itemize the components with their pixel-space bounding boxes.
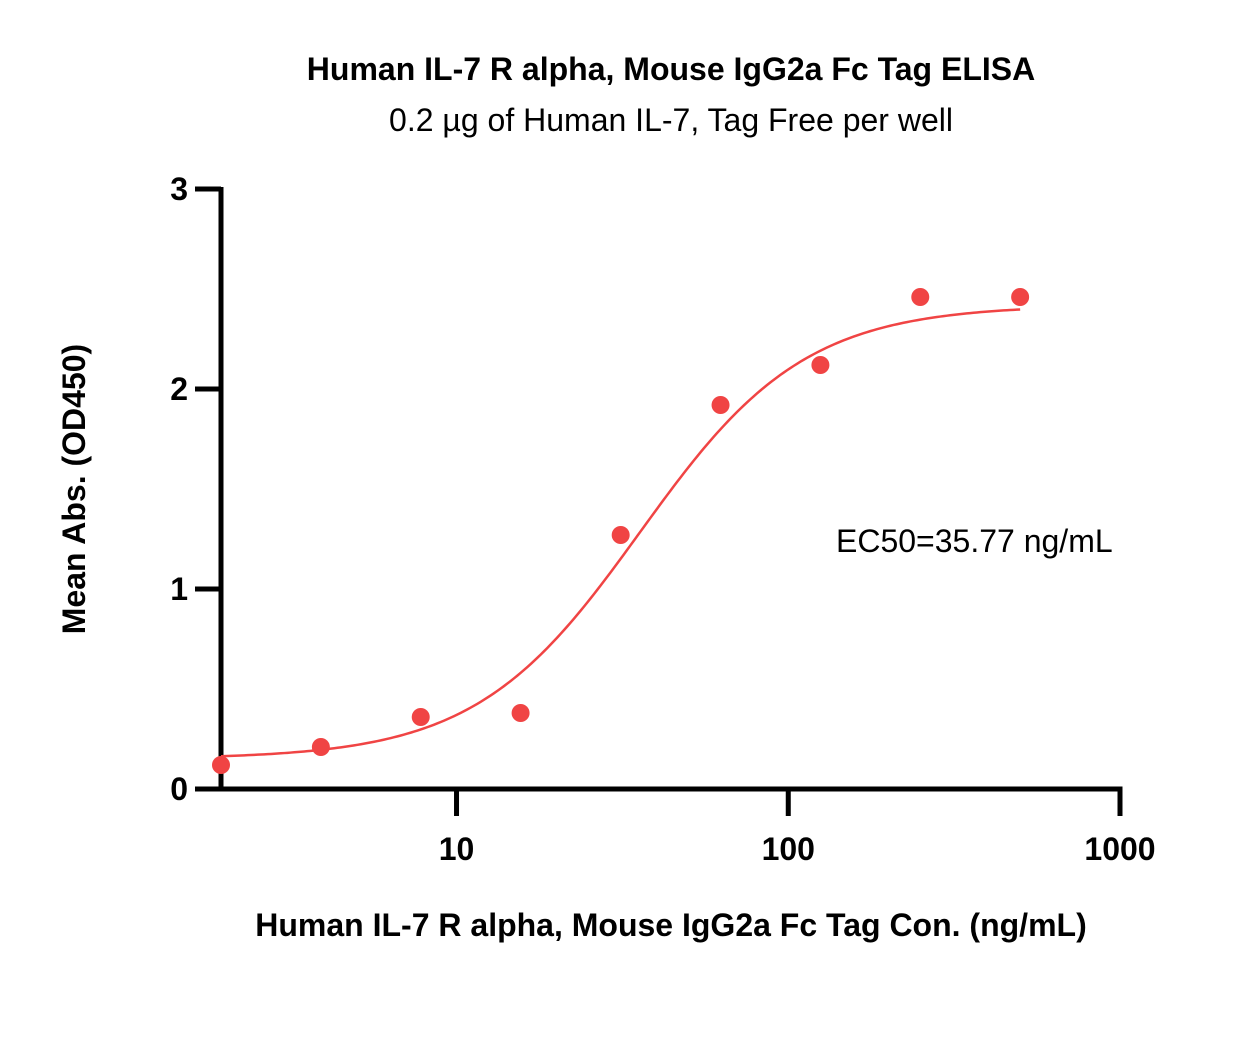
- axes: [196, 187, 1123, 792]
- fit-curve-layer: [220, 308, 1021, 758]
- x-tick-label: 100: [762, 831, 815, 867]
- data-point: [411, 708, 430, 726]
- data-point: [811, 356, 830, 374]
- data-point: [311, 738, 330, 756]
- y-tick-label: 0: [170, 771, 188, 807]
- data-point: [711, 396, 730, 414]
- chart-subtitle: 0.2 µg of Human IL-7, Tag Free per well: [389, 102, 953, 138]
- data-point: [611, 526, 630, 544]
- data-points: [212, 288, 1030, 774]
- x-tick-label: 10: [439, 831, 475, 867]
- y-tick-label: 1: [170, 571, 188, 607]
- ec50-annotation: EC50=35.77 ng/mL: [836, 523, 1113, 559]
- y-tick-label: 3: [170, 171, 188, 207]
- axis-ticks: 0 1 2 3 10 100 1000: [170, 171, 1155, 867]
- data-point: [212, 756, 230, 774]
- y-tick-label: 2: [170, 371, 188, 407]
- x-axis-label: Human IL-7 R alpha, Mouse IgG2a Fc Tag C…: [255, 907, 1086, 943]
- data-point: [1011, 288, 1030, 306]
- x-tick-label: 1000: [1084, 831, 1155, 867]
- data-point: [911, 288, 930, 306]
- data-point: [511, 704, 530, 722]
- y-axis-label: Mean Abs. (OD450): [56, 344, 92, 634]
- fit-curve-line: [220, 308, 1021, 758]
- chart-title: Human IL-7 R alpha, Mouse IgG2a Fc Tag E…: [307, 51, 1035, 87]
